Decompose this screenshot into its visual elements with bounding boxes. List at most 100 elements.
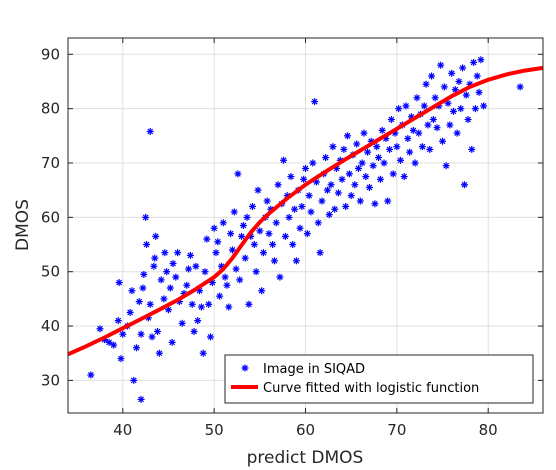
data-point — [287, 173, 295, 181]
data-point — [137, 395, 145, 403]
data-point — [453, 129, 461, 137]
data-point — [347, 192, 355, 200]
data-point — [133, 344, 141, 352]
x-tick-label: 80 — [479, 421, 498, 439]
data-point — [281, 232, 289, 240]
data-point — [322, 154, 330, 162]
data-point — [437, 61, 445, 69]
data-point — [362, 173, 370, 181]
data-point — [135, 298, 143, 306]
data-point — [238, 232, 246, 240]
data-point — [201, 268, 209, 276]
data-point — [353, 140, 361, 148]
data-point — [460, 181, 468, 189]
data-point — [199, 349, 207, 357]
data-point — [462, 91, 470, 99]
data-point — [415, 129, 423, 137]
data-point — [126, 308, 134, 316]
data-point — [302, 164, 309, 172]
data-point — [272, 219, 280, 227]
data-point — [387, 116, 395, 124]
legend-label-curve: Curve fitted with logistic function — [263, 381, 479, 396]
data-point — [227, 230, 235, 238]
x-tick-label: 50 — [205, 421, 224, 439]
data-point — [356, 197, 364, 205]
data-point — [424, 121, 432, 129]
data-point — [263, 197, 271, 205]
data-point — [223, 281, 231, 289]
data-point — [148, 333, 156, 341]
data-point — [154, 327, 162, 335]
data-point — [455, 77, 463, 85]
data-point — [241, 254, 249, 262]
data-point — [413, 94, 421, 102]
x-axis-label: predict DMOS — [247, 448, 364, 468]
data-point — [172, 273, 180, 281]
data-point — [459, 64, 467, 72]
data-point — [254, 186, 262, 194]
data-point — [289, 241, 297, 249]
y-tick-label: 50 — [41, 263, 60, 281]
data-point — [232, 265, 240, 273]
data-point — [360, 129, 368, 137]
data-point — [303, 230, 311, 238]
data-point — [169, 260, 177, 268]
data-point — [252, 268, 260, 276]
data-point — [426, 145, 434, 153]
y-tick-label: 90 — [41, 45, 60, 63]
data-point — [393, 143, 401, 151]
data-point — [323, 186, 331, 194]
data-point — [446, 121, 454, 129]
data-point — [376, 175, 384, 183]
data-point — [422, 80, 430, 88]
data-point — [329, 143, 337, 151]
data-point — [269, 241, 277, 249]
data-point — [375, 154, 383, 162]
data-point — [216, 292, 224, 300]
data-point — [205, 300, 213, 308]
data-point — [298, 202, 306, 210]
data-point — [142, 213, 150, 221]
data-point — [309, 159, 317, 167]
data-point — [130, 376, 138, 384]
data-point — [296, 224, 304, 232]
data-point — [163, 268, 171, 276]
data-point — [440, 83, 448, 91]
data-point — [468, 145, 476, 153]
data-point — [250, 241, 258, 249]
x-tick-label: 70 — [387, 421, 406, 439]
data-point — [300, 175, 308, 183]
data-point — [418, 143, 426, 151]
data-point — [146, 300, 154, 308]
data-point — [402, 102, 410, 110]
data-point — [314, 219, 322, 227]
data-point — [365, 183, 373, 191]
legend-asterisk — [241, 364, 249, 372]
data-point — [140, 270, 148, 278]
legend: Image in SIQAD Curve fitted with logisti… — [224, 354, 534, 404]
data-point — [164, 306, 172, 314]
data-point — [327, 181, 335, 189]
data-point — [429, 116, 437, 124]
data-point — [340, 145, 348, 153]
data-point — [318, 197, 326, 205]
data-point — [265, 230, 273, 238]
data-point — [331, 205, 339, 213]
data-point — [378, 126, 386, 134]
data-point — [480, 102, 488, 110]
data-point — [292, 257, 300, 265]
legend-label-scatter: Image in SIQAD — [263, 362, 365, 377]
data-point — [448, 69, 456, 77]
data-point — [342, 202, 350, 210]
data-point — [473, 72, 481, 80]
y-tick-label: 80 — [41, 100, 60, 118]
data-point — [114, 317, 122, 325]
data-point — [384, 197, 392, 205]
data-point — [243, 213, 251, 221]
data-point — [110, 341, 118, 349]
data-point — [364, 148, 372, 156]
axes: 40 50 60 70 80 30 40 50 60 70 80 90 — [41, 37, 544, 439]
y-tick-label: 70 — [41, 154, 60, 172]
data-point — [373, 143, 381, 151]
